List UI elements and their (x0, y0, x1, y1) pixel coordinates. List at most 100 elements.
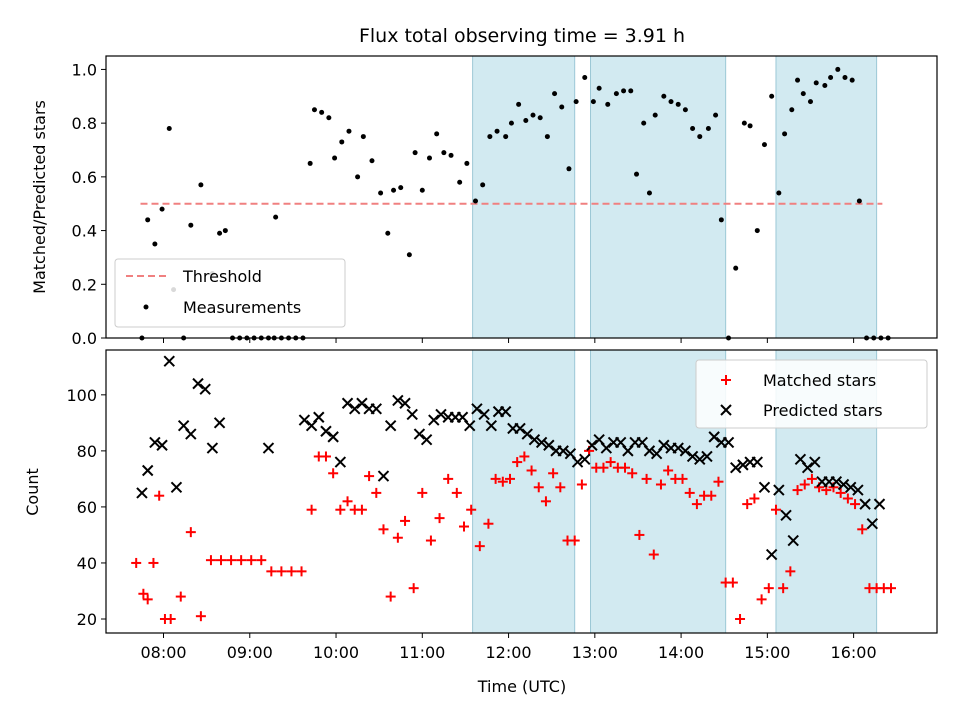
predicted-stars-point (399, 397, 411, 409)
matched-stars-point (328, 468, 339, 479)
matched-stars-point (504, 473, 515, 484)
measurements-point (544, 134, 550, 140)
measurements-point (441, 150, 447, 156)
measurements-point (789, 107, 795, 113)
measurements-point (487, 134, 493, 140)
measurements-point (355, 174, 361, 180)
measurements-point (690, 126, 696, 132)
measurements-point (842, 74, 848, 80)
predicted-stars-point (543, 439, 555, 451)
measurements-point (596, 85, 602, 91)
predicted-stars-point (471, 403, 483, 415)
matched-stars-point (778, 583, 789, 594)
legend-measurements-swatch (143, 304, 149, 310)
predicted-stars-point (809, 456, 821, 468)
matched-stars-point (706, 490, 717, 501)
measurements-point (822, 83, 828, 89)
predicted-stars-point (170, 481, 183, 494)
measurements-point (391, 187, 397, 193)
matched-stars-point (641, 473, 652, 484)
y-tick-label: 0.0 (72, 329, 97, 348)
chart-title: Flux total observing time = 3.91 h (359, 25, 685, 47)
measurements-point (668, 99, 674, 105)
matched-stars-point (799, 479, 810, 490)
matched-stars-point (526, 465, 537, 476)
legend-box (695, 359, 928, 429)
plot-frame (105, 55, 938, 339)
measurements-point (747, 123, 753, 129)
matched-stars-point (400, 515, 411, 526)
matched-stars-point (885, 583, 896, 594)
predicted-stars-point (708, 431, 720, 443)
predicted-stars-point (773, 484, 785, 496)
predicted-stars-point (679, 445, 692, 457)
matched-stars-point (519, 451, 530, 462)
measurements-point (634, 171, 640, 177)
measurements-point (856, 198, 862, 204)
measurements-point (713, 112, 719, 118)
matched-stars-point (842, 493, 853, 504)
matched-stars-point (165, 613, 176, 624)
measurements-point (530, 112, 536, 118)
legend-predicted-label: Predicted stars (763, 401, 883, 420)
predicted-stars-point (514, 422, 526, 435)
matched-stars-point (540, 496, 551, 507)
matched-stars-point (576, 479, 587, 490)
measurements-point (145, 217, 151, 223)
measurements-point (523, 117, 529, 123)
predicted-stars-point (213, 417, 226, 429)
predicted-stars-point (845, 481, 857, 494)
predicted-stars-point (406, 408, 418, 421)
matched-stars-point (691, 499, 702, 510)
predicted-stars-point (859, 498, 871, 510)
predicted-stars-point (852, 484, 864, 496)
matched-stars-point (434, 513, 445, 524)
matched-stars-point (548, 468, 559, 479)
legend-measurements-label: Measurements (183, 298, 301, 317)
measurements-point (741, 120, 747, 126)
x-tick-label: 15:00 (744, 643, 790, 662)
x-tick-label: 08:00 (140, 643, 186, 662)
y-tick-label: 60 (77, 498, 97, 517)
measurements-point (590, 99, 596, 105)
measurements-point (776, 190, 782, 196)
measurements-point (472, 198, 478, 204)
measurements-point (813, 80, 819, 86)
matched-stars-point (555, 482, 566, 493)
predicted-stars-point (528, 433, 541, 446)
x-tick-label: 12:00 (486, 643, 532, 662)
legend-predicted-swatch-b (720, 404, 732, 416)
matched-stars-point (148, 557, 159, 568)
observing-window-band (472, 349, 576, 634)
observing-window-band (590, 55, 727, 339)
y-tick-label: 0.6 (72, 168, 97, 187)
predicted-stars-point (586, 439, 598, 451)
legend-threshold-label: Threshold (182, 267, 262, 286)
predicted-stars-point (392, 394, 404, 407)
matched-stars-point (763, 583, 774, 594)
measurements-point (800, 91, 806, 97)
matched-stars-point (175, 591, 186, 602)
matched-stars-point (627, 468, 638, 479)
measurements-point (273, 214, 279, 220)
predicted-stars-point (830, 475, 843, 488)
y-tick-label: 20 (77, 610, 97, 629)
predicted-stars-point (535, 436, 548, 449)
matched-stars-point (226, 555, 237, 566)
predicted-stars-point (464, 419, 476, 432)
measurements-point (697, 134, 703, 140)
measurements-point (419, 187, 425, 193)
measurements-point (332, 155, 338, 161)
predicted-stars-point (428, 414, 440, 426)
measurements-point (761, 142, 767, 148)
predicted-stars-point (866, 518, 879, 530)
matched-stars-point (857, 524, 868, 535)
measurements-point (398, 185, 404, 191)
y-tick-label: 0.2 (72, 275, 97, 294)
matched-stars-point (458, 521, 469, 532)
x-tick-label: 13:00 (572, 643, 618, 662)
x-tick-label: 16:00 (831, 643, 877, 662)
matched-stars-point (677, 473, 688, 484)
measurements-point (641, 120, 647, 126)
